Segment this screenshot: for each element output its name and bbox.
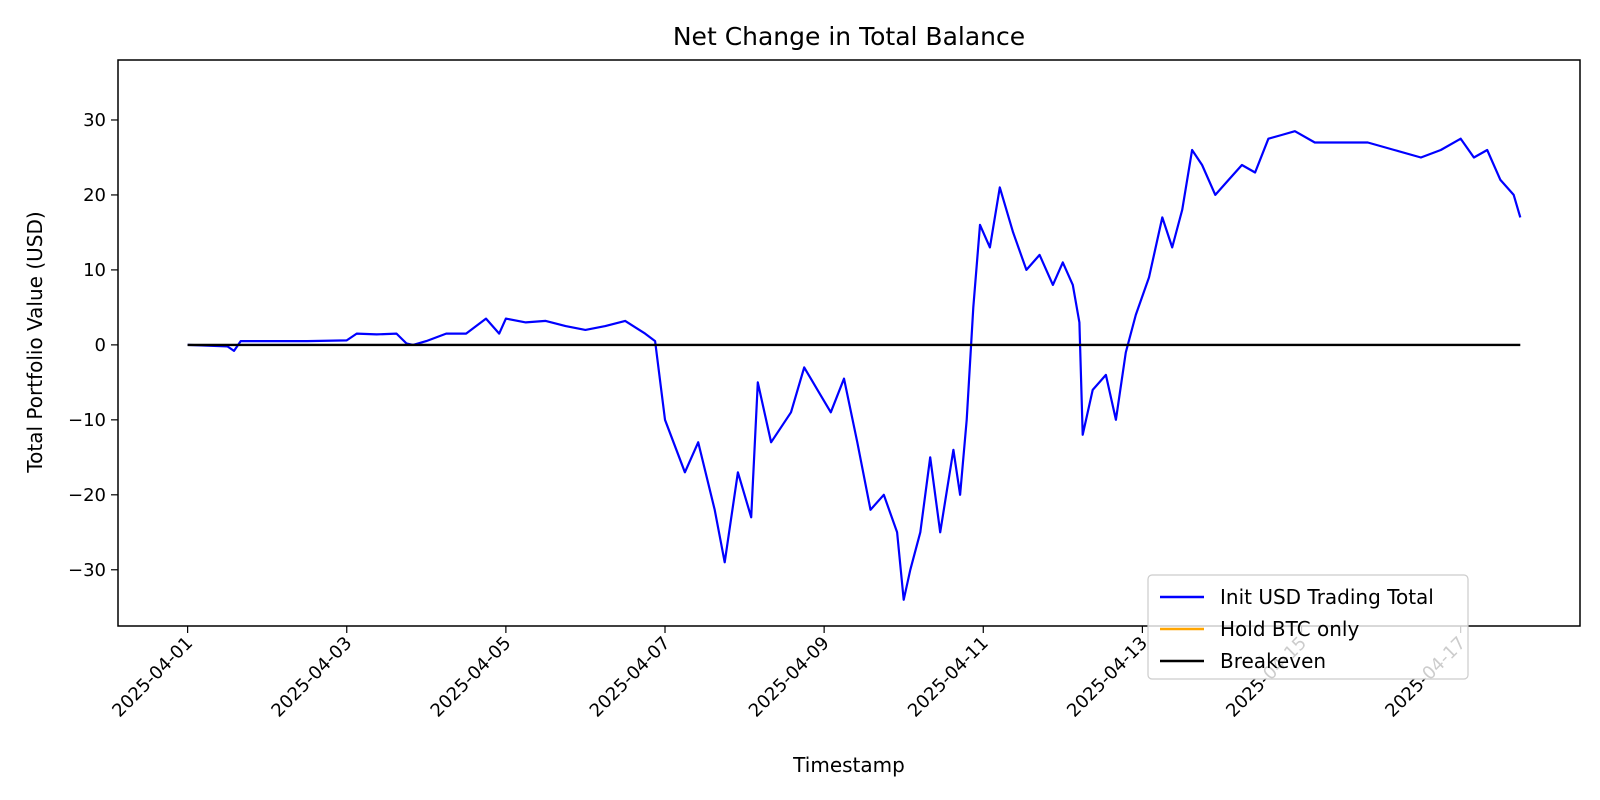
series-line-init-usd-trading-total [187, 130, 1522, 601]
chart-title: Net Change in Total Balance [673, 22, 1025, 51]
legend-label: Init USD Trading Total [1220, 585, 1434, 609]
y-tick-label: −10 [68, 410, 106, 431]
plot-area-frame [117, 59, 1581, 627]
x-axis-label: Timestamp [792, 753, 905, 777]
y-tick-label: 10 [83, 260, 106, 281]
legend-label: Hold BTC only [1220, 617, 1359, 641]
y-tick-label: 20 [83, 185, 106, 206]
y-tick-label: −30 [68, 560, 106, 581]
legend-label: Breakeven [1220, 649, 1326, 673]
y-tick-label: 0 [95, 335, 106, 356]
y-tick-label: −20 [68, 485, 106, 506]
legend-box [1147, 574, 1469, 680]
y-tick-label: 30 [83, 110, 106, 131]
y-axis: −30 −20 −10 0 10 20 30 [68, 110, 118, 581]
y-axis-label: Total Portfolio Value (USD) [23, 211, 47, 473]
legend: Init USD Trading Total Hold BTC only Break… [1147, 574, 1469, 680]
